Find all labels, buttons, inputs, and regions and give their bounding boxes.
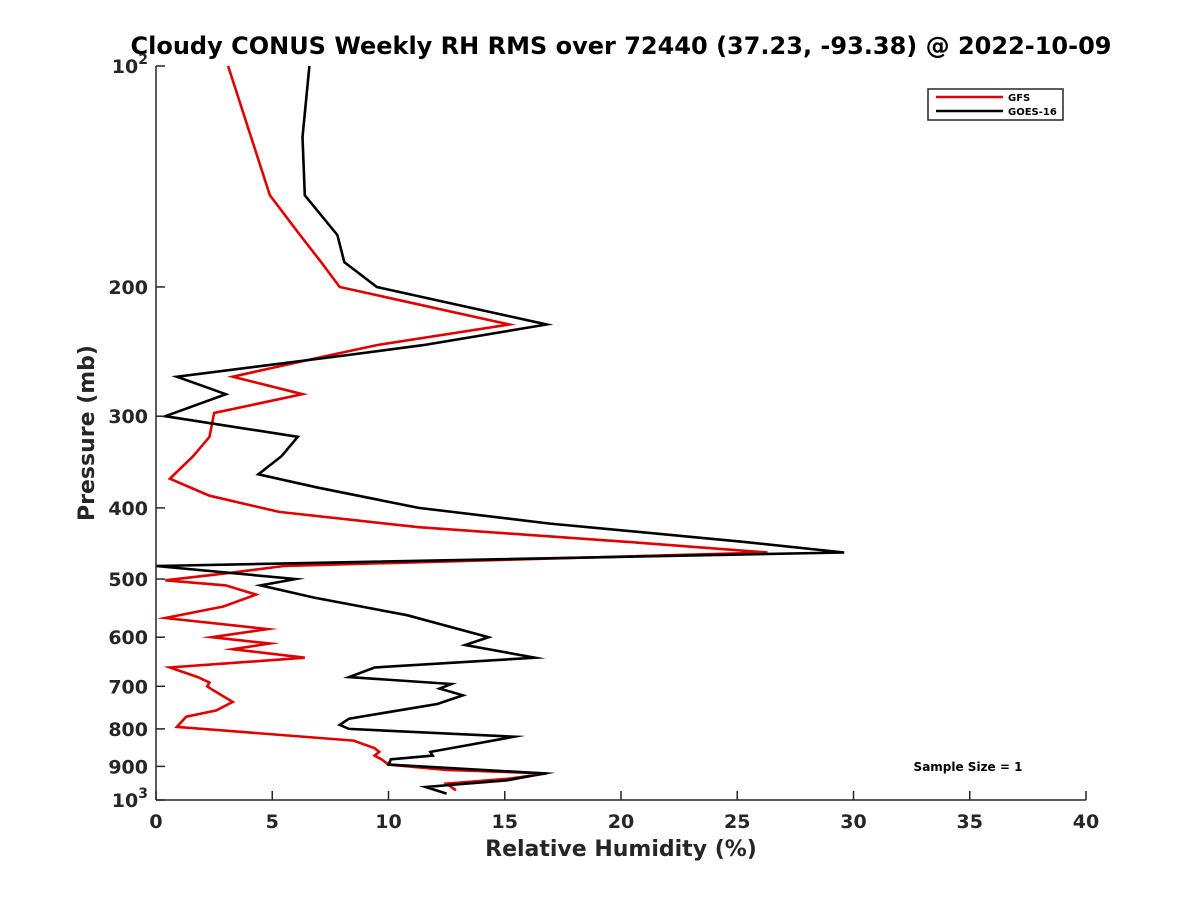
x-tick-label: 5 — [266, 811, 279, 833]
x-tick-label: 40 — [1073, 811, 1099, 833]
x-tick-label: 0 — [149, 811, 162, 833]
legend-box — [927, 88, 1064, 121]
series-line-gfs — [156, 65, 768, 792]
y-tick-label: 500 — [108, 569, 148, 591]
plot-area: 0 5 10 15 20 25 30 35 40 200 300 400 500 600 700 800 90… — [108, 52, 1099, 833]
x-tick-label: 35 — [957, 811, 983, 833]
x-axis-ticks: 0 5 10 15 20 25 30 35 40 — [149, 791, 1099, 833]
y-tick-label-power: 103 — [112, 786, 148, 812]
y-tick-label: 600 — [108, 627, 148, 649]
sample-size-annotation: Sample Size = 1 — [914, 760, 1023, 774]
y-tick-label: 400 — [108, 498, 148, 520]
x-tick-label: 20 — [608, 811, 634, 833]
x-axis-label: Relative Humidity (%) — [485, 837, 757, 862]
y-tick-label: 200 — [108, 277, 148, 299]
y-tick-label: 900 — [108, 756, 148, 778]
chart-title: Cloudy CONUS Weekly RH RMS over 72440 (3… — [131, 32, 1112, 60]
legend: GFS GOES-16 — [927, 88, 1064, 121]
y-axis-label: Pressure (mb) — [75, 345, 100, 521]
y-axis-ticks: 200 300 400 500 600 700 800 900 102 103 — [108, 52, 165, 812]
y-tick-label: 700 — [108, 676, 148, 698]
series-line-goes-16 — [155, 65, 845, 795]
legend-label-goes16: GOES-16 — [1008, 107, 1057, 118]
x-tick-label: 30 — [840, 811, 866, 833]
x-tick-label: 15 — [492, 811, 518, 833]
x-tick-label: 10 — [375, 811, 401, 833]
y-tick-label: 300 — [108, 406, 148, 428]
x-tick-label: 25 — [724, 811, 750, 833]
legend-label-gfs: GFS — [1008, 93, 1030, 104]
y-tick-label: 800 — [108, 719, 148, 741]
y-tick-label-power: 102 — [112, 52, 148, 78]
series-layer — [155, 65, 845, 795]
